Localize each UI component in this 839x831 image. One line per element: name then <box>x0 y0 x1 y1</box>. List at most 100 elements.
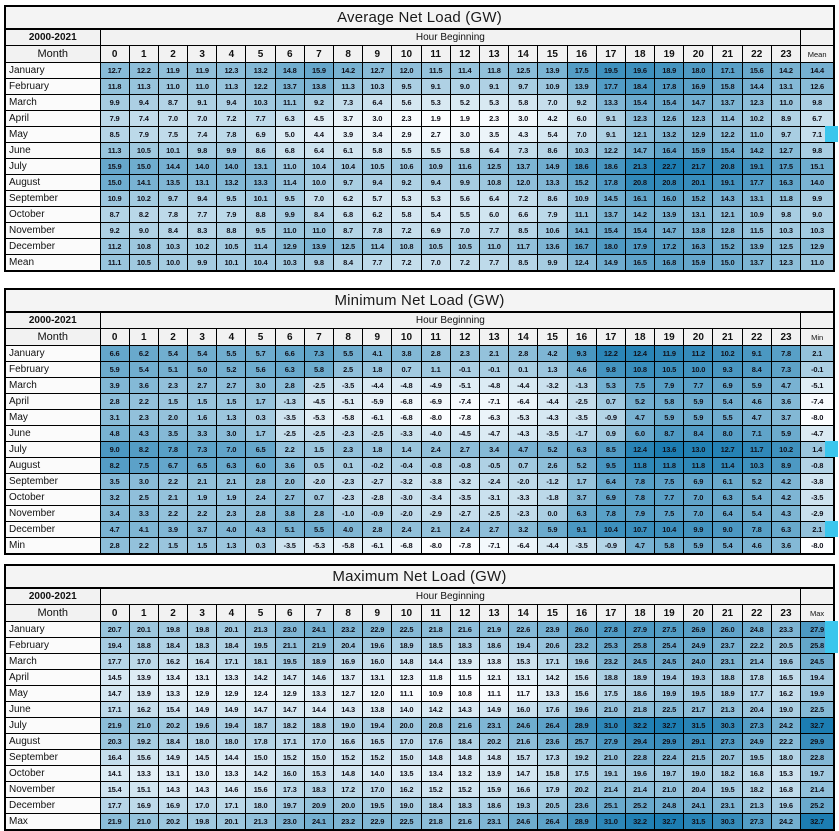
heat-cell[interactable]: 5.9 <box>537 521 568 538</box>
heat-cell[interactable]: 9.9 <box>99 94 130 111</box>
heat-cell[interactable]: -2.5 <box>274 425 305 442</box>
heat-cell[interactable]: 4.7 <box>508 441 539 458</box>
heat-cell[interactable]: -0.8 <box>449 457 480 474</box>
heat-cell[interactable]: 15.2 <box>683 190 714 207</box>
heat-cell[interactable]: 26.0 <box>712 621 743 638</box>
heat-cell[interactable]: -5.8 <box>332 537 364 555</box>
heat-cell[interactable]: 14.2 <box>770 62 802 79</box>
heat-cell[interactable]: 12.1 <box>624 126 656 143</box>
heat-cell[interactable]: 7.0 <box>420 254 451 272</box>
heat-cell[interactable]: 10.4 <box>303 158 335 175</box>
heat-cell[interactable]: 20.8 <box>654 174 685 191</box>
heat-cell[interactable]: 10.2 <box>741 110 772 127</box>
heat-cell[interactable]: 23.6 <box>566 797 597 814</box>
heat-cell[interactable]: 2.8 <box>99 393 130 410</box>
heat-cell[interactable]: -4.7 <box>478 425 510 442</box>
heat-cell[interactable]: -4.0 <box>420 425 451 442</box>
heat-cell[interactable]: 27.8 <box>595 621 626 638</box>
heat-cell[interactable]: 19.3 <box>508 797 539 814</box>
heat-cell[interactable]: -4.3 <box>537 409 568 426</box>
heat-cell[interactable]: 19.8 <box>187 621 218 638</box>
heat-cell[interactable]: 8.7 <box>157 94 189 111</box>
heat-cell[interactable]: 13.3 <box>157 685 189 702</box>
heat-cell[interactable]: 15.8 <box>712 78 743 95</box>
heat-cell[interactable]: 21.7 <box>683 701 714 718</box>
heat-cell[interactable]: 15.2 <box>332 749 364 766</box>
agg-cell[interactable]: 9.0 <box>800 206 835 223</box>
heat-cell[interactable]: 17.6 <box>537 701 568 718</box>
heat-cell[interactable]: 5.3 <box>595 377 626 394</box>
heat-cell[interactable]: 3.7 <box>566 489 597 506</box>
heat-cell[interactable]: 19.1 <box>595 765 626 782</box>
heat-cell[interactable]: 5.9 <box>683 409 714 426</box>
heat-cell[interactable]: 7.3 <box>770 361 802 378</box>
heat-cell[interactable]: 13.5 <box>391 765 422 782</box>
heat-cell[interactable]: 4.1 <box>362 345 393 362</box>
heat-cell[interactable]: 19.0 <box>770 701 802 718</box>
heat-cell[interactable]: 17.9 <box>624 238 656 255</box>
heat-cell[interactable]: 8.4 <box>157 222 189 239</box>
agg-cell[interactable]: 12.9 <box>800 238 835 255</box>
agg-cell[interactable]: 19.9 <box>800 685 835 702</box>
heat-cell[interactable]: 1.9 <box>449 110 480 127</box>
heat-cell[interactable]: 13.9 <box>128 685 159 702</box>
heat-cell[interactable]: 12.3 <box>770 254 802 272</box>
heat-cell[interactable]: 18.6 <box>595 158 626 175</box>
heat-cell[interactable]: 4.2 <box>537 110 568 127</box>
heat-cell[interactable]: 1.3 <box>216 537 247 555</box>
heat-cell[interactable]: 20.5 <box>537 797 568 814</box>
heat-cell[interactable]: -6.8 <box>391 409 422 426</box>
heat-cell[interactable]: 9.4 <box>362 174 393 191</box>
heat-cell[interactable]: 4.6 <box>741 393 772 410</box>
heat-cell[interactable]: 21.9 <box>303 637 335 654</box>
heat-cell[interactable]: 7.9 <box>537 206 568 223</box>
heat-cell[interactable]: 24.1 <box>303 621 335 638</box>
heat-cell[interactable]: 13.3 <box>537 174 568 191</box>
heat-cell[interactable]: 2.2 <box>187 505 218 522</box>
heat-cell[interactable]: -1.0 <box>332 505 364 522</box>
heat-cell[interactable]: 17.8 <box>741 669 772 686</box>
heat-cell[interactable]: 0.3 <box>245 537 276 555</box>
heat-cell[interactable]: 21.1 <box>274 637 305 654</box>
heat-cell[interactable]: 4.3 <box>245 521 276 538</box>
heat-cell[interactable]: 3.0 <box>508 110 539 127</box>
heat-cell[interactable]: 3.4 <box>478 441 510 458</box>
heat-cell[interactable]: 13.8 <box>362 701 393 718</box>
heat-cell[interactable]: 4.7 <box>624 537 656 555</box>
heat-cell[interactable]: 1.3 <box>537 361 568 378</box>
heat-cell[interactable]: 19.7 <box>274 797 305 814</box>
heat-cell[interactable]: 15.2 <box>274 749 305 766</box>
heat-cell[interactable]: 11.9 <box>654 345 685 362</box>
heat-cell[interactable]: 23.1 <box>712 797 743 814</box>
heat-cell[interactable]: 7.2 <box>216 110 247 127</box>
heat-cell[interactable]: 14.2 <box>420 701 451 718</box>
heat-cell[interactable]: 14.5 <box>187 749 218 766</box>
heat-cell[interactable]: 0.7 <box>303 489 335 506</box>
heat-cell[interactable]: -8.0 <box>420 409 451 426</box>
heat-cell[interactable]: 14.4 <box>157 158 189 175</box>
heat-cell[interactable]: 18.2 <box>741 781 772 798</box>
heat-cell[interactable]: 5.4 <box>712 537 743 555</box>
heat-cell[interactable]: 11.4 <box>712 110 743 127</box>
agg-cell[interactable]: 2.1 <box>800 345 835 362</box>
heat-cell[interactable]: 27.5 <box>654 621 685 638</box>
heat-cell[interactable]: 15.2 <box>566 174 597 191</box>
heat-cell[interactable]: 19.1 <box>712 174 743 191</box>
heat-cell[interactable]: 19.0 <box>683 765 714 782</box>
heat-cell[interactable]: 12.3 <box>683 110 714 127</box>
heat-cell[interactable]: 14.2 <box>624 206 656 223</box>
heat-cell[interactable]: 11.8 <box>420 669 451 686</box>
heat-cell[interactable]: 21.3 <box>624 158 656 175</box>
heat-cell[interactable]: 1.9 <box>420 110 451 127</box>
heat-cell[interactable]: 12.7 <box>362 62 393 79</box>
heat-cell[interactable]: 11.1 <box>566 206 597 223</box>
heat-cell[interactable]: 17.9 <box>537 781 568 798</box>
heat-cell[interactable]: 16.3 <box>770 174 802 191</box>
heat-cell[interactable]: 12.0 <box>508 174 539 191</box>
heat-cell[interactable]: 5.8 <box>362 142 393 159</box>
heat-cell[interactable]: 16.0 <box>274 765 305 782</box>
heat-cell[interactable]: -6.1 <box>362 537 393 555</box>
heat-cell[interactable]: 2.4 <box>245 489 276 506</box>
heat-cell[interactable]: 3.7 <box>187 521 218 538</box>
heat-cell[interactable]: 11.5 <box>741 222 772 239</box>
